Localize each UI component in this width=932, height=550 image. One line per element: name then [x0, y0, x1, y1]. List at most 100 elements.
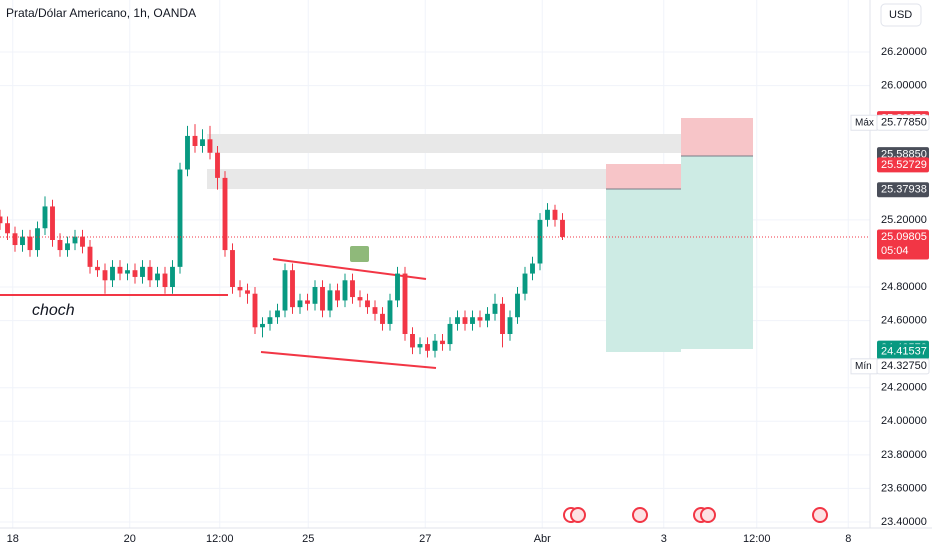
candle-body: [35, 228, 40, 251]
y-tick-label: 23.40000: [881, 516, 927, 528]
price-label-box: [877, 344, 929, 360]
candle-body: [57, 240, 63, 251]
x-tick-label: 25: [302, 533, 314, 545]
candle-body: [162, 273, 168, 287]
candle-body: [110, 266, 115, 281]
money-icon: [350, 246, 369, 262]
y-tick-label: 24.60000: [881, 314, 927, 326]
candle-body: [522, 273, 528, 294]
tag-box: [850, 358, 878, 375]
candle-body: [320, 287, 325, 311]
price-label: 25.77850: [881, 117, 927, 129]
currency-button[interactable]: [880, 3, 922, 27]
tag: Máx: [855, 117, 874, 128]
candle-body: [50, 206, 55, 240]
candle-body: [20, 236, 25, 246]
candle-body: [260, 323, 265, 328]
y-tick-label: 24.20000: [881, 382, 927, 394]
candle-body: [440, 340, 445, 345]
candle-body: [147, 266, 153, 281]
candle-body: [380, 313, 385, 324]
candle-body: [395, 273, 400, 301]
candle-body: [357, 297, 363, 301]
candle-body: [177, 169, 183, 267]
price-label: 24.41537: [881, 345, 927, 357]
candle-body: [252, 293, 258, 328]
price-label-box: [877, 157, 929, 173]
candle-body: [365, 300, 370, 308]
currency: USD: [889, 9, 912, 21]
y-tick-label: 26.00000: [881, 79, 927, 91]
candle-body: [267, 317, 273, 324]
candle-body: [327, 290, 333, 311]
stop-zone-2: [681, 118, 753, 156]
candle-body: [65, 243, 70, 251]
candle-body: [350, 280, 355, 298]
event-icons: [563, 507, 828, 523]
candle-body: [410, 334, 415, 348]
x-tick-label: 12:00: [743, 533, 771, 545]
candle-body: [552, 209, 558, 220]
event-icon: [812, 507, 828, 523]
y-tick-label: 26.20000: [881, 46, 927, 58]
candle-body: [170, 266, 175, 287]
candle-body: [462, 317, 468, 324]
candle-body: [140, 266, 145, 277]
price-axis: [870, 0, 932, 550]
zone-upper: [207, 134, 740, 153]
candle-body: [492, 303, 498, 314]
candle-body: [132, 270, 138, 277]
candle-body: [372, 307, 378, 314]
candle-body: [545, 209, 550, 220]
candle-body: [515, 293, 520, 318]
candle-body: [5, 223, 10, 234]
x-tick-label: 18: [7, 533, 19, 545]
candle-body: [530, 263, 535, 274]
candle-body: [477, 317, 483, 321]
candle-body: [560, 219, 565, 237]
candle-body: [500, 303, 505, 334]
price-label-box: [877, 229, 929, 260]
candle-body: [290, 270, 295, 308]
channel-top: [272, 258, 427, 280]
annotation: choch: [32, 302, 75, 319]
candle-body: [275, 310, 280, 318]
tag-box: [850, 114, 878, 131]
candle-body: [215, 152, 220, 178]
stop-zone-1: [606, 164, 681, 189]
candle-body: [402, 273, 408, 334]
x-tick-label: 3: [661, 533, 667, 545]
target-zone-1: [606, 189, 681, 352]
axis: 26.20000 26.00000 25.20000 24.80000 24.60000…: [7, 46, 930, 545]
candle-body: [155, 273, 160, 281]
candle-body: [432, 340, 438, 351]
event-icon: [570, 507, 586, 523]
y-tick-label: 24.80000: [881, 281, 927, 293]
price-label: 25.37938: [881, 184, 927, 196]
candle-body: [27, 236, 33, 251]
x-tick-label: 27: [419, 533, 431, 545]
candle-body: [102, 270, 108, 281]
candle-body: [117, 266, 123, 274]
candle-body: [185, 135, 190, 170]
target-zone-2: [681, 156, 753, 349]
candle-body: [297, 300, 303, 308]
candle-body: [200, 139, 205, 146]
candle-body: [230, 250, 235, 287]
y-tick-label: 23.80000: [881, 449, 927, 461]
candle-body: [0, 216, 3, 224]
candle-body: [387, 300, 393, 324]
x-tick-label: Abr: [534, 533, 551, 545]
candle-body: [507, 317, 513, 334]
candle-body: [455, 317, 460, 324]
zone-lower: [207, 169, 691, 189]
candle-body: [237, 287, 243, 291]
y-tick-label: 24.00000: [881, 415, 927, 427]
candle-body: [282, 270, 288, 311]
y-tick-label: 25.20000: [881, 214, 927, 226]
price-label-box: [877, 182, 929, 198]
candle-body: [305, 300, 310, 304]
candle-body: [425, 344, 430, 351]
